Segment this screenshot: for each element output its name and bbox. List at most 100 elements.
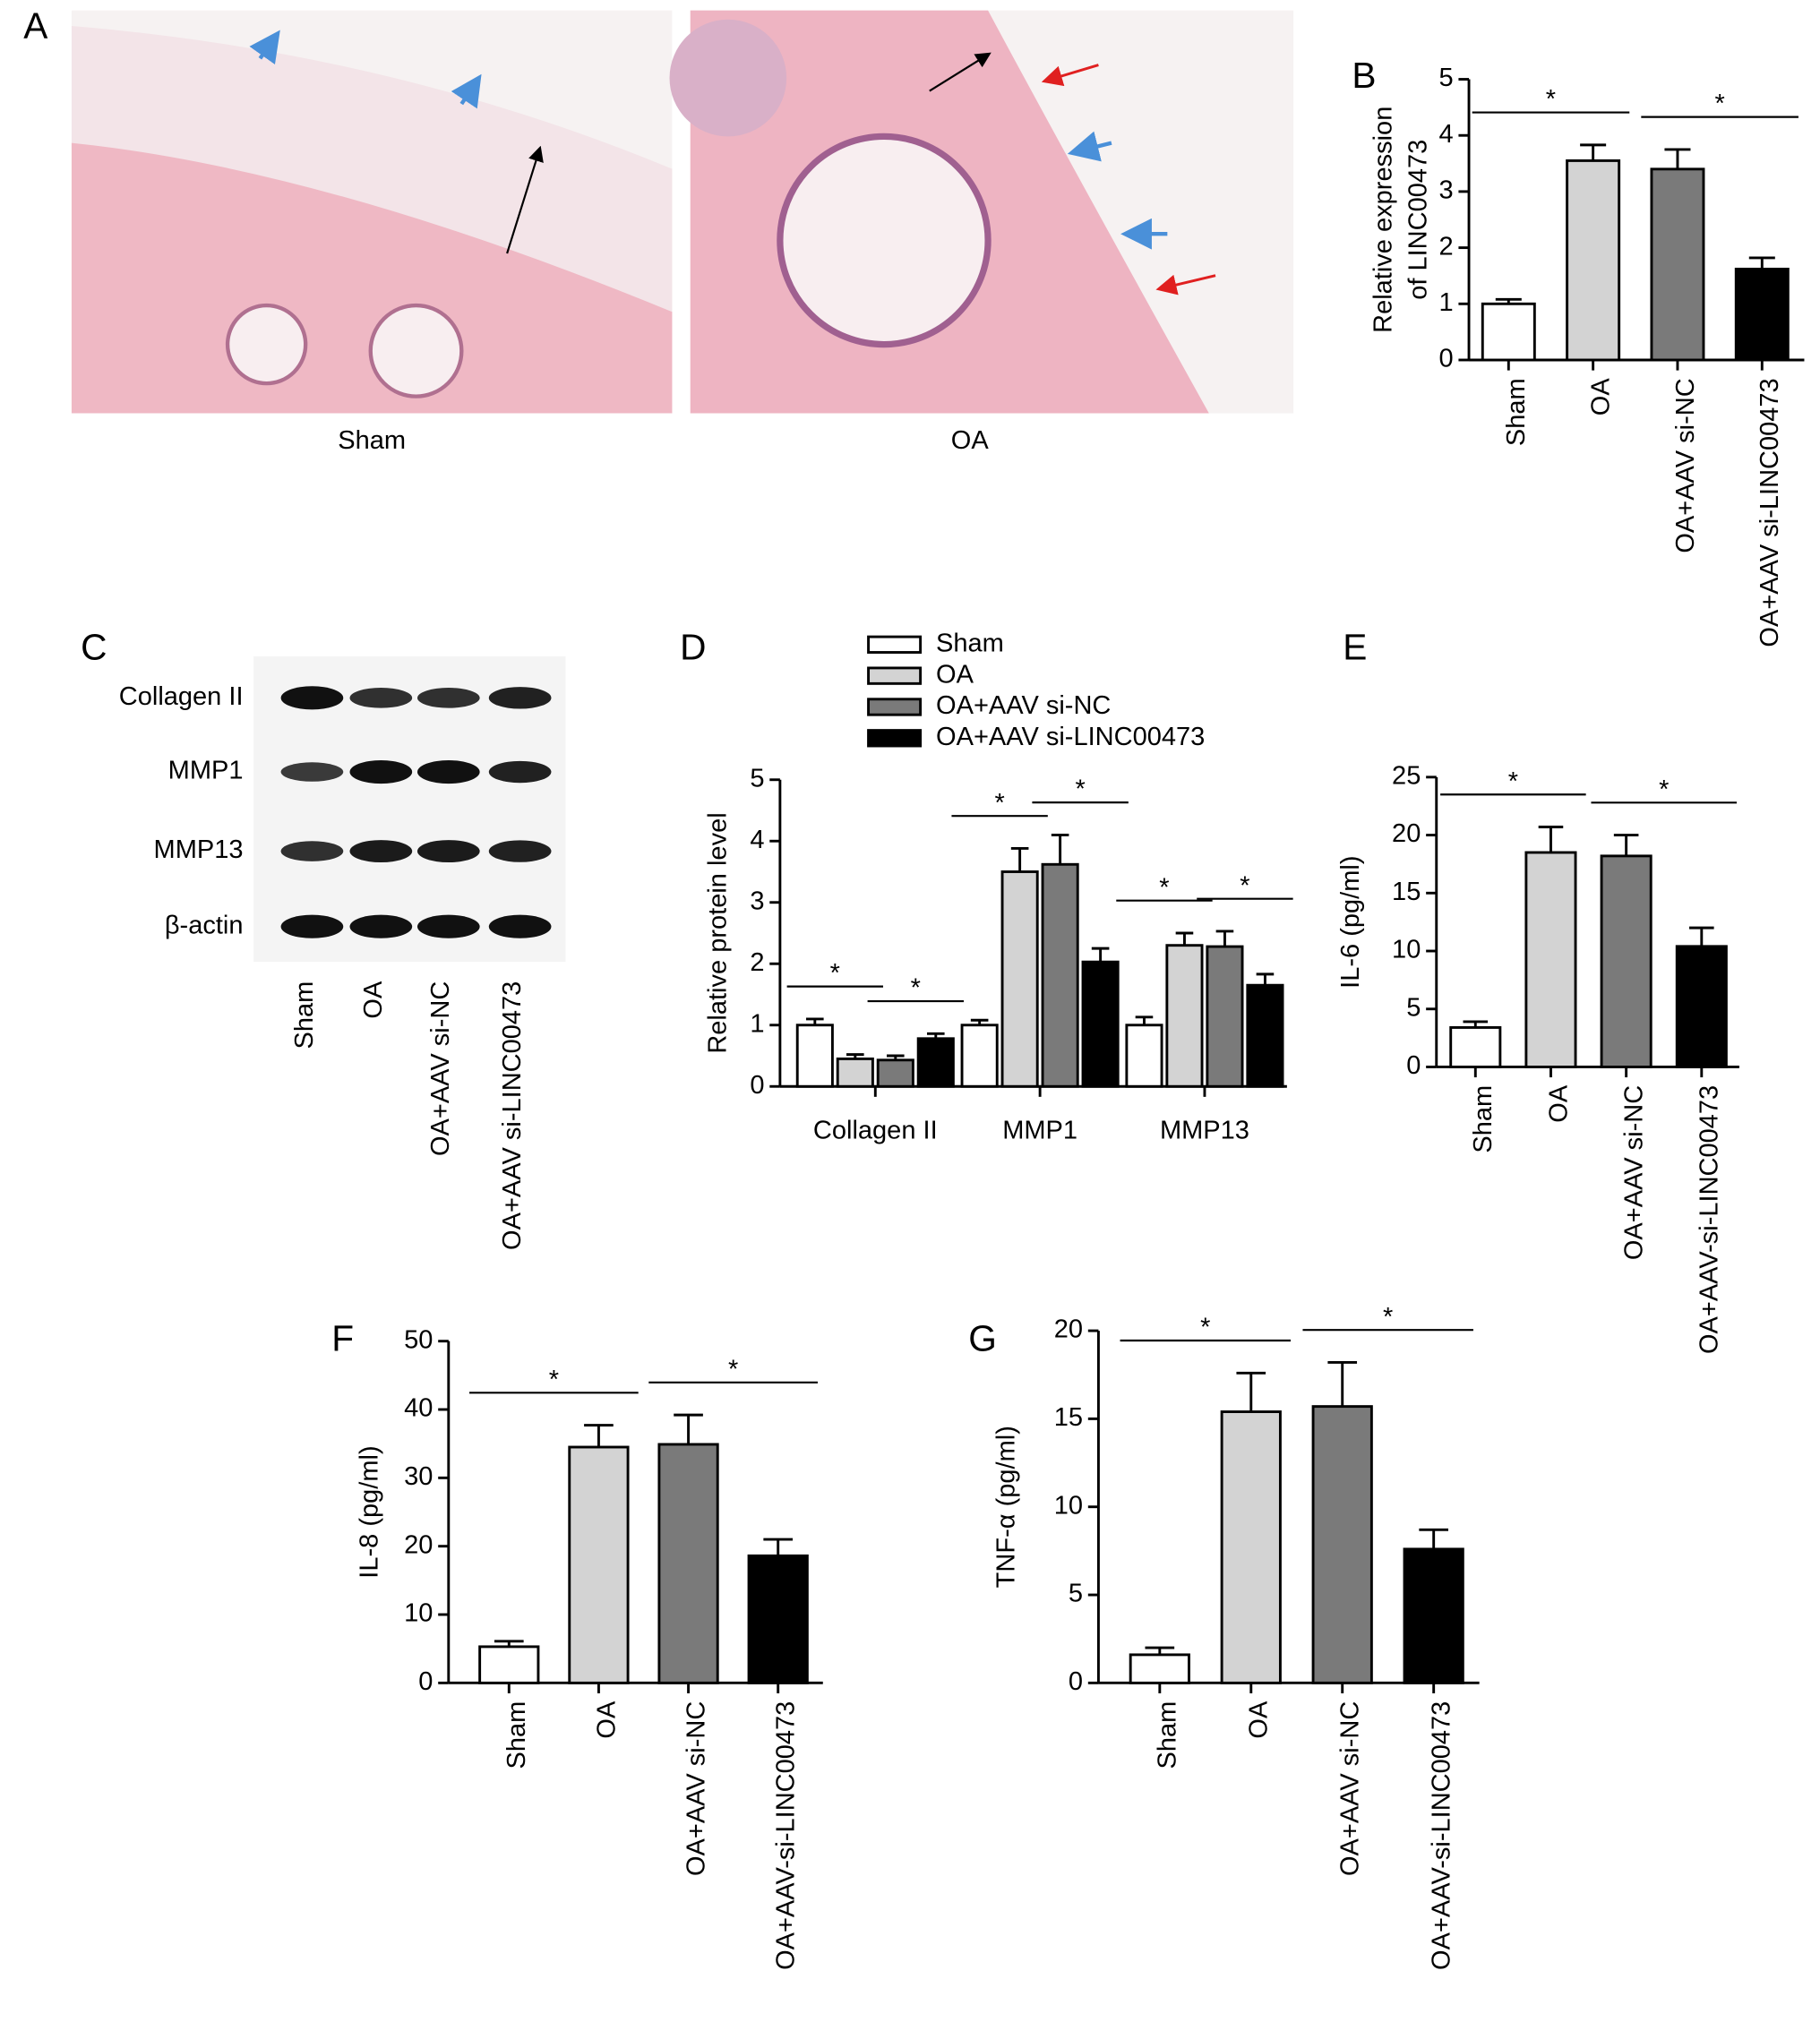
bar (1125, 1024, 1163, 1088)
y-tick-label: 3 (750, 887, 764, 915)
bar (1311, 1405, 1373, 1684)
bar (1524, 851, 1577, 1068)
y-tick-label: 0 (1069, 1667, 1083, 1696)
bar (916, 1037, 955, 1088)
error-bar (674, 1413, 703, 1444)
y-axis-label: Relative expression (1369, 107, 1397, 333)
y-axis-label: IL-6 (pg/ml) (1336, 855, 1365, 988)
error-bar (846, 1053, 864, 1059)
y-tick-label: 5 (750, 764, 764, 792)
y-tick-label: 10 (404, 1599, 433, 1628)
bar (1481, 302, 1536, 362)
blot-band (349, 840, 413, 863)
y-tick-label: 5 (1438, 64, 1453, 92)
y-tick-label: 20 (404, 1530, 433, 1559)
x-tick-label: OA (592, 1701, 621, 1739)
blot-row-label: β-actin (165, 911, 244, 939)
error-bar (1256, 972, 1275, 986)
blot-row-label: MMP13 (154, 835, 244, 864)
significance-label: * (1659, 775, 1669, 804)
error-bar (1010, 847, 1029, 872)
panel-letter: B (1352, 55, 1376, 96)
error-bar (1215, 930, 1234, 947)
y-axis-label: IL-8 (pg/ml) (355, 1445, 383, 1578)
error-bar (1091, 947, 1110, 963)
x-tick-label: OA+AAV si-NC (1336, 1701, 1365, 1876)
y-tick-label: 0 (1406, 1051, 1421, 1080)
blot-lane-label: OA+AAV si-LINC00473 (498, 981, 527, 1250)
x-tick-label: OA (1245, 1701, 1274, 1739)
legend-swatch (867, 698, 923, 716)
y-axis-label: Relative protein level (703, 812, 732, 1053)
blot-band (488, 914, 552, 938)
significance-label: * (1200, 1314, 1210, 1342)
image-caption: Sham (338, 426, 406, 455)
significance-label: * (1383, 1303, 1393, 1332)
blot-band (416, 759, 480, 784)
significance-label: * (1159, 873, 1169, 902)
significance-label: * (1546, 85, 1556, 114)
blot-band (416, 840, 480, 863)
x-tick-label: OA+AAV-si-LINC00473 (1696, 1085, 1724, 1354)
bar (1449, 1026, 1502, 1068)
significance-label: * (1714, 90, 1724, 118)
y-tick-label: 5 (1069, 1580, 1083, 1608)
bar (1734, 267, 1790, 362)
error-bar (1051, 833, 1069, 865)
y-tick-label: 15 (1392, 878, 1421, 906)
bar (1650, 167, 1705, 362)
y-tick-label: 50 (404, 1325, 433, 1354)
y-tick-label: 30 (404, 1462, 433, 1491)
y-tick-label: 3 (1438, 176, 1453, 205)
significance-label: * (1075, 775, 1085, 804)
panel-letter: C (81, 626, 107, 667)
legend-label: OA+AAV si-NC (936, 691, 1111, 720)
histology-sham (71, 10, 673, 414)
y-tick-label: 1 (1438, 288, 1453, 317)
x-tick-label: OA+AAV si-NC (1671, 378, 1700, 553)
error-bar (1419, 1528, 1449, 1549)
bar (1403, 1547, 1464, 1684)
blot-band (349, 914, 413, 938)
bar (1675, 945, 1728, 1068)
legend-swatch (867, 666, 923, 685)
blot-band (349, 759, 413, 784)
y-tick-label: 10 (1054, 1491, 1083, 1520)
error-bar (584, 1424, 614, 1448)
error-bar (806, 1017, 824, 1025)
bar (876, 1058, 914, 1088)
error-bar (970, 1018, 989, 1025)
blot-band (280, 841, 344, 861)
bar (1129, 1653, 1190, 1684)
bar (1041, 862, 1079, 1088)
blot-lane-label: Sham (290, 981, 319, 1049)
x-tick-label: Sham (502, 1701, 531, 1769)
bar (568, 1445, 630, 1684)
error-bar (926, 1032, 945, 1039)
bar (478, 1645, 540, 1684)
bar (1246, 983, 1284, 1088)
panel-letter: E (1343, 626, 1367, 667)
bar (747, 1554, 809, 1684)
x-tick-label: Sham (1502, 378, 1531, 446)
error-bar (1175, 931, 1194, 946)
x-tick-label: OA+AAV si-NC (682, 1701, 710, 1876)
y-tick-label: 4 (1438, 120, 1453, 149)
y-tick-label: 15 (1054, 1403, 1083, 1432)
x-tick-label: OA+AAV si-NC (1619, 1085, 1648, 1260)
panel-letter: F (331, 1317, 354, 1358)
y-tick-label: 25 (1392, 762, 1421, 791)
y-tick-label: 10 (1392, 936, 1421, 964)
bar (657, 1443, 719, 1684)
y-tick-label: 2 (750, 948, 764, 977)
image-caption: OA (951, 426, 990, 455)
error-bar (1236, 1371, 1266, 1412)
y-tick-label: 2 (1438, 232, 1453, 261)
histology-oa (669, 10, 1294, 414)
error-bar (1495, 297, 1522, 304)
x-tick-label: OA (1544, 1084, 1573, 1123)
error-bar (763, 1538, 794, 1556)
blot-lane-label: OA (359, 981, 388, 1019)
blot-band (488, 687, 552, 709)
bar (1081, 960, 1120, 1088)
